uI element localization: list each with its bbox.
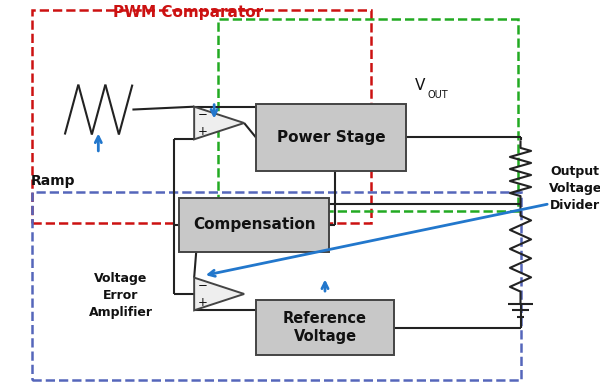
Polygon shape xyxy=(194,278,244,310)
Polygon shape xyxy=(194,107,244,139)
Bar xyxy=(32,10,371,223)
Text: Reference
Voltage: Reference Voltage xyxy=(283,311,367,344)
Text: V: V xyxy=(415,78,425,93)
Text: Power Stage: Power Stage xyxy=(277,130,385,145)
Text: OUT: OUT xyxy=(428,90,448,100)
Text: +: + xyxy=(198,296,208,309)
Bar xyxy=(256,104,406,171)
Text: −: − xyxy=(198,279,208,292)
Text: PWM Comparator: PWM Comparator xyxy=(113,5,263,20)
Bar xyxy=(256,300,394,356)
Text: −: − xyxy=(198,108,208,121)
Text: Ramp: Ramp xyxy=(31,174,75,188)
Text: +: + xyxy=(198,125,208,138)
Text: Voltage
Error
Amplifier: Voltage Error Amplifier xyxy=(89,272,152,319)
Text: Compensation: Compensation xyxy=(193,217,316,232)
Bar xyxy=(179,198,329,252)
Bar xyxy=(218,19,518,211)
Bar xyxy=(32,192,521,380)
Text: Output
Voltage
Divider: Output Voltage Divider xyxy=(548,165,600,212)
